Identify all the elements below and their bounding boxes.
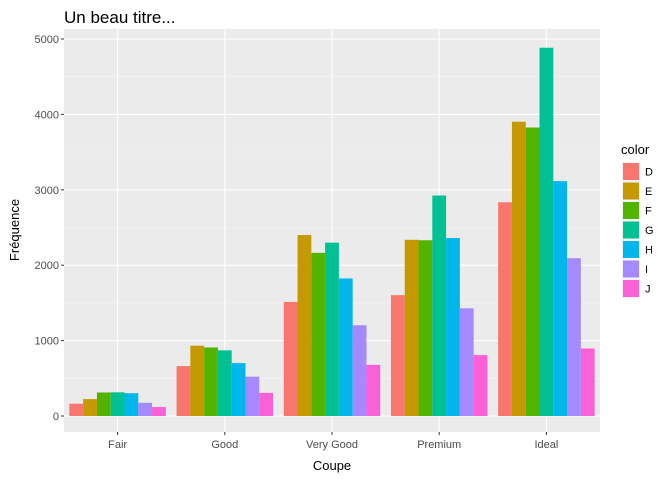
x-tick-label: Fair xyxy=(108,439,127,451)
bar-D-ideal xyxy=(498,202,512,416)
legend-label-F: F xyxy=(645,206,652,218)
bar-E-premium xyxy=(404,239,419,416)
bar-F-very-good xyxy=(311,252,326,416)
x-axis: Fair Good Very Good Premium Ideal xyxy=(108,432,558,451)
bar-I-very-good xyxy=(352,325,367,416)
y-tick-label: 3000 xyxy=(35,185,59,197)
legend-swatch-E xyxy=(623,182,639,200)
x-tick-label: Ideal xyxy=(534,439,558,451)
legend-label-J: J xyxy=(645,284,651,296)
bar-E-fair xyxy=(83,399,97,416)
bar-F-fair xyxy=(96,392,111,416)
bar-F-ideal xyxy=(525,127,540,417)
bar-H-good xyxy=(231,363,246,416)
legend-swatch-D xyxy=(623,163,639,180)
bar-I-ideal xyxy=(567,258,581,416)
bar-G-premium xyxy=(432,195,447,416)
legend-swatch-H xyxy=(623,241,639,258)
bar-J-premium xyxy=(473,355,488,416)
legend-swatch-G xyxy=(623,221,639,239)
bar-H-ideal xyxy=(553,181,568,416)
legend-label-G: G xyxy=(645,225,654,237)
bar-H-very-good xyxy=(338,278,353,416)
y-axis: 0 1000 2000 3000 4000 5000 xyxy=(35,34,64,423)
bar-G-very-good xyxy=(325,242,339,416)
legend-label-E: E xyxy=(645,186,652,198)
x-tick-label: Very Good xyxy=(306,439,358,451)
y-tick-label: 1000 xyxy=(35,336,59,348)
bar-G-good xyxy=(217,350,232,416)
y-axis-title: Fréquence xyxy=(7,199,22,261)
bar-D-fair xyxy=(69,403,84,416)
bar-H-fair xyxy=(124,393,139,416)
bar-G-fair xyxy=(110,392,125,416)
bar-G-ideal xyxy=(539,47,554,416)
bar-H-premium xyxy=(446,238,460,416)
legend-swatch-F xyxy=(623,202,639,219)
bar-J-very-good xyxy=(366,364,381,416)
bar-D-premium xyxy=(390,295,405,416)
bar-I-good xyxy=(245,376,260,416)
y-tick-label: 0 xyxy=(53,411,59,423)
x-tick-label: Good xyxy=(211,439,238,451)
chart-title: Un beau titre... xyxy=(64,8,176,27)
bar-D-very-good xyxy=(283,301,298,416)
bar-J-good xyxy=(259,392,274,416)
bar-F-good xyxy=(204,347,218,416)
legend-swatch-I xyxy=(623,260,639,278)
x-tick-label: Premium xyxy=(417,439,461,451)
bar-E-good xyxy=(190,345,205,416)
legend-label-D: D xyxy=(645,167,653,179)
bar-E-ideal xyxy=(511,121,526,416)
y-tick-label: 2000 xyxy=(35,260,59,272)
bar-J-fair xyxy=(152,407,166,416)
legend-label-I: I xyxy=(645,264,648,276)
x-axis-title: Coupe xyxy=(313,458,351,473)
legend-title: color xyxy=(621,142,650,157)
bars xyxy=(69,47,595,417)
legend-label-H: H xyxy=(645,245,653,257)
y-tick-label: 5000 xyxy=(35,34,59,46)
bar-I-premium xyxy=(459,308,474,416)
legend-swatch-J xyxy=(623,280,639,297)
bar-D-good xyxy=(176,366,191,416)
y-tick-label: 4000 xyxy=(35,109,59,121)
bar-I-fair xyxy=(138,402,153,416)
bar-J-ideal xyxy=(580,348,595,416)
bar-E-very-good xyxy=(297,235,312,416)
bar-F-premium xyxy=(418,240,433,416)
